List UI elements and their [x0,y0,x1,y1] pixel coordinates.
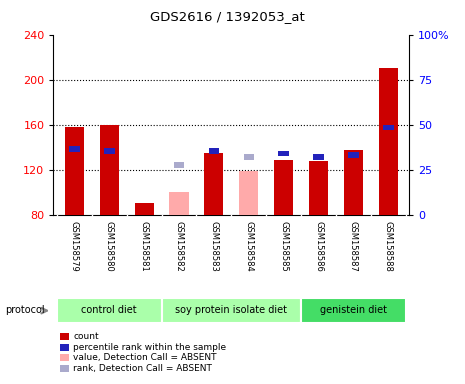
Text: GSM158579: GSM158579 [70,222,79,272]
Text: GDS2616 / 1392053_at: GDS2616 / 1392053_at [151,10,305,23]
Text: GSM158583: GSM158583 [209,222,219,272]
Bar [344,150,363,215]
Bar [244,154,254,160]
Bar [239,171,259,215]
Bar [279,151,289,156]
Text: GSM158584: GSM158584 [244,222,253,272]
Bar [134,203,154,215]
Bar [204,153,224,215]
Text: GSM158582: GSM158582 [174,222,184,272]
Bar [65,127,84,215]
Text: genistein diet: genistein diet [320,305,387,315]
Bar [383,125,393,131]
Text: GSM158581: GSM158581 [140,222,149,272]
Bar [57,298,162,323]
Bar [209,149,219,154]
Text: value, Detection Call = ABSENT: value, Detection Call = ABSENT [73,353,217,362]
Text: control diet: control diet [81,305,137,315]
Bar [104,149,114,154]
Text: GSM158580: GSM158580 [105,222,114,272]
Text: GSM158587: GSM158587 [349,222,358,272]
Bar [379,68,398,215]
Bar [301,298,405,323]
Bar [100,125,119,215]
Text: count: count [73,332,99,341]
Bar [274,160,293,215]
Text: protocol: protocol [5,305,44,315]
Bar [162,298,301,323]
Bar [313,154,324,160]
Text: GSM158588: GSM158588 [384,222,393,272]
Text: percentile rank within the sample: percentile rank within the sample [73,343,226,352]
Text: soy protein isolate diet: soy protein isolate diet [175,305,287,315]
Bar [174,162,184,168]
Bar [309,161,328,215]
Bar [348,152,359,157]
Text: GSM158585: GSM158585 [279,222,288,272]
Text: GSM158586: GSM158586 [314,222,323,272]
Bar [69,146,80,152]
Bar [169,192,189,215]
Text: rank, Detection Call = ABSENT: rank, Detection Call = ABSENT [73,364,213,373]
